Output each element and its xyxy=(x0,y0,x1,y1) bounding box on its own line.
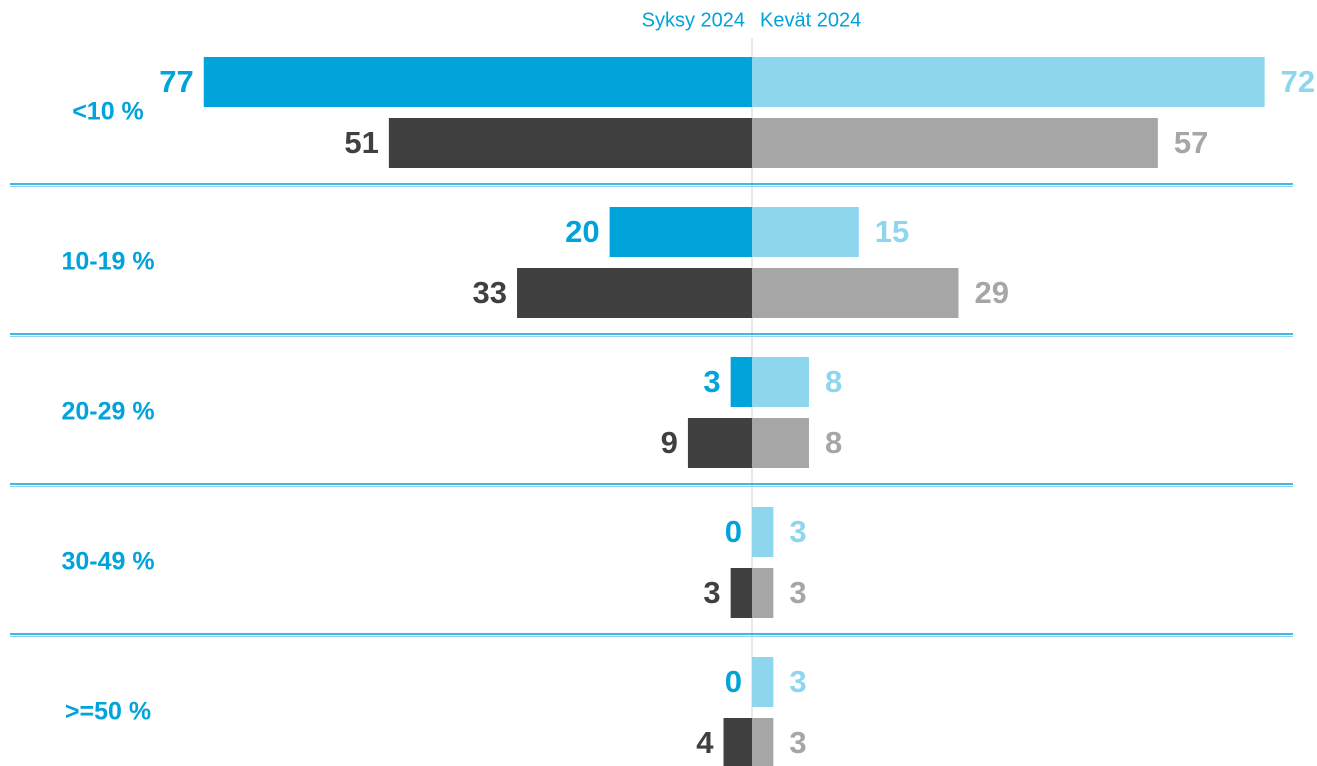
value-label: 51 xyxy=(344,125,378,160)
bar xyxy=(388,118,752,168)
bar xyxy=(752,657,774,707)
panel-title: Kevät 2024 xyxy=(760,9,861,31)
value-label: 15 xyxy=(875,214,909,249)
bar xyxy=(687,418,752,468)
value-label: 57 xyxy=(1174,125,1208,160)
panel-title: Syksy 2024 xyxy=(642,9,745,31)
value-label: 29 xyxy=(974,275,1008,310)
bar xyxy=(752,268,959,318)
value-label: 3 xyxy=(789,664,806,699)
value-label: 33 xyxy=(473,275,507,310)
value-label: 3 xyxy=(703,575,720,610)
category-label: >=50 % xyxy=(65,698,151,726)
value-label: 3 xyxy=(789,514,806,549)
bar xyxy=(752,57,1265,107)
value-label: 9 xyxy=(661,425,678,460)
category-label: 10-19 % xyxy=(61,248,154,276)
value-label: 3 xyxy=(789,725,806,760)
value-label: 77 xyxy=(159,64,193,99)
bar xyxy=(752,507,774,557)
bar xyxy=(752,568,774,618)
value-label: 72 xyxy=(1281,64,1315,99)
bar xyxy=(752,418,809,468)
bar xyxy=(730,357,752,407)
bar xyxy=(752,357,809,407)
value-label: 8 xyxy=(825,425,842,460)
bar xyxy=(609,207,752,257)
bar xyxy=(752,718,774,766)
bar xyxy=(752,118,1158,168)
value-label: 8 xyxy=(825,364,842,399)
bar xyxy=(517,268,752,318)
value-label: 0 xyxy=(725,664,742,699)
bar xyxy=(723,718,752,766)
value-label: 3 xyxy=(789,575,806,610)
bar xyxy=(752,207,859,257)
value-label: 0 xyxy=(725,514,742,549)
value-label: 3 xyxy=(703,364,720,399)
category-label: 20-29 % xyxy=(61,398,154,426)
value-label: 4 xyxy=(696,725,714,760)
value-label: 20 xyxy=(565,214,599,249)
bar xyxy=(203,57,752,107)
category-label: 30-49 % xyxy=(61,548,154,576)
category-label: <10 % xyxy=(72,98,144,126)
bar xyxy=(730,568,752,618)
